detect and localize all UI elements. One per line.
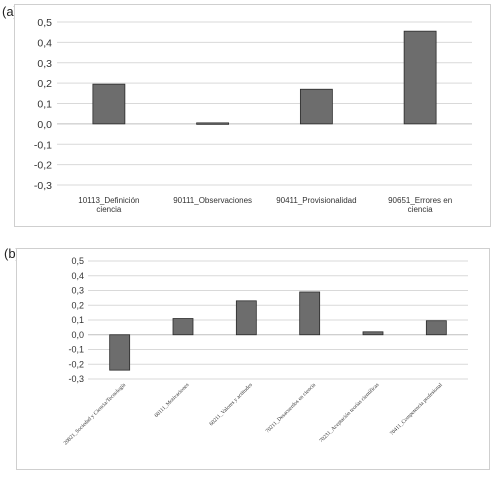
- y-tick-label: 0,4: [71, 271, 84, 281]
- y-tick-label: 0,1: [37, 99, 52, 111]
- x-tick-label: 70231_Aceptación teorías científicas: [318, 381, 381, 444]
- y-tick-label: -0,2: [34, 160, 52, 172]
- x-tick-label: 70411_Competencia profesional: [388, 381, 444, 437]
- bar: [403, 30, 437, 125]
- x-tick-label: 90411_Provisionalidad: [276, 196, 356, 205]
- x-tick-label: ciencia: [408, 205, 433, 214]
- bar: [362, 331, 384, 336]
- x-tick-label: 90651_Errores en: [388, 196, 452, 205]
- x-tick-label: 60111_Motivaciones: [154, 382, 191, 419]
- bar: [235, 300, 257, 336]
- x-tick-label: 10113_Definición: [78, 196, 139, 205]
- y-tick-label: 0,2: [37, 78, 52, 90]
- y-tick-label: 0,0: [71, 330, 84, 340]
- y-tick-label: -0,2: [68, 359, 84, 369]
- chart-b-frame: [16, 248, 490, 470]
- x-tick-label: ciencia: [96, 205, 121, 214]
- y-tick-label: 0,5: [71, 256, 84, 266]
- y-tick-label: 0,0: [37, 119, 52, 131]
- y-tick-label: 0,5: [37, 17, 52, 29]
- y-tick-label: 0,1: [71, 315, 84, 325]
- y-tick-label: 0,4: [37, 37, 52, 49]
- bar: [92, 83, 126, 125]
- bar: [109, 334, 131, 371]
- panel-b-label: (b): [4, 246, 20, 261]
- x-tick-label: 70211_Desacuerdos en ciencia: [265, 382, 318, 435]
- x-tick-label: 60211_Valores y actitudes: [209, 382, 254, 427]
- bar: [299, 88, 333, 125]
- panel-a-label: (a): [2, 4, 18, 19]
- y-tick-label: -0,3: [68, 374, 84, 384]
- y-tick-label: 0,2: [71, 300, 84, 310]
- y-tick-label: 0,3: [37, 58, 52, 70]
- x-tick-label: 20821_Sociedad y Ciencia/Tecnología: [63, 382, 128, 447]
- x-tick-label: 90111_Observaciones: [173, 196, 252, 205]
- y-tick-label: -0,1: [68, 345, 84, 355]
- bar: [299, 291, 321, 336]
- bar: [172, 318, 194, 336]
- bar: [425, 320, 447, 336]
- y-tick-label: -0,3: [34, 180, 52, 192]
- bar: [196, 122, 230, 125]
- y-tick-label: -0,1: [34, 139, 52, 151]
- y-tick-label: 0,3: [71, 286, 84, 296]
